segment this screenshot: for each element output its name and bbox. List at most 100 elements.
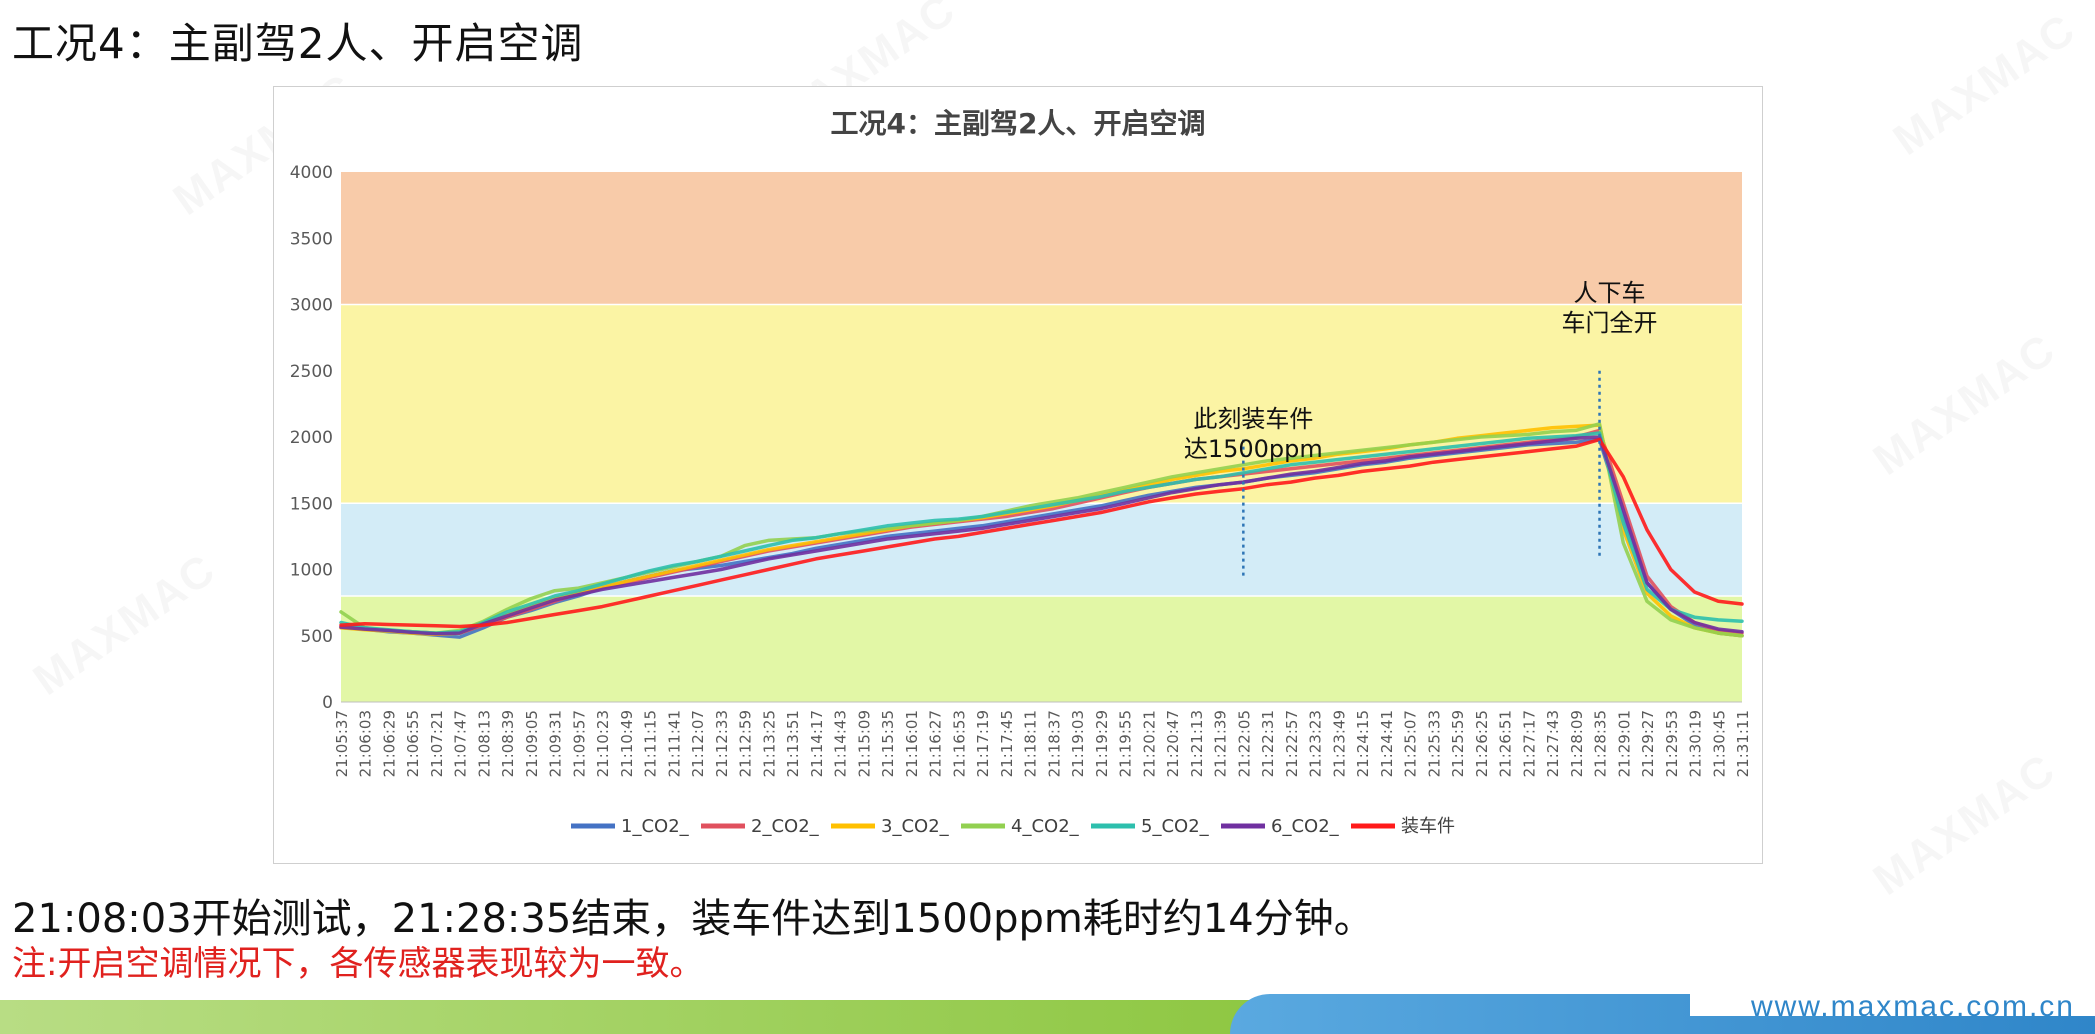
test-summary: 21:08:03开始测试，21:28:35结束，装车件达到1500ppm耗时约1… xyxy=(12,896,1374,942)
x-tick-label: 21:08:13 xyxy=(475,710,493,777)
footer-url-background xyxy=(1690,986,2095,1016)
x-tick-label: 21:25:33 xyxy=(1425,710,1443,777)
chart-title: 工况4：主副驾2人、开启空调 xyxy=(831,107,1206,140)
x-tick-label: 21:30:45 xyxy=(1710,710,1728,777)
annotation-label: 此刻装车件 xyxy=(1193,405,1313,433)
x-tick-label: 21:30:19 xyxy=(1687,710,1705,777)
x-tick-label: 21:13:25 xyxy=(760,710,778,777)
x-tick-label: 21:15:09 xyxy=(855,710,873,777)
x-tick-label: 21:29:01 xyxy=(1615,710,1633,777)
legend-label-3: 3_CO2_ xyxy=(881,816,950,837)
x-tick-label: 21:10:23 xyxy=(594,710,612,777)
series-line-7 xyxy=(339,437,1744,629)
watermark-logo: MAXMAC xyxy=(1865,744,2066,905)
watermark-logo: MAXMAC xyxy=(1885,4,2086,165)
x-tick-label: 21:09:31 xyxy=(547,710,565,777)
x-tick-label: 21:21:13 xyxy=(1188,710,1206,777)
x-tick-label: 21:23:49 xyxy=(1330,710,1348,777)
x-tick-label: 21:09:57 xyxy=(570,710,588,777)
series-line-5 xyxy=(339,431,1744,635)
annotation-label: 达1500ppm xyxy=(1184,435,1323,463)
x-tick-label: 21:31:11 xyxy=(1734,710,1752,777)
x-tick-label: 21:19:03 xyxy=(1069,710,1087,777)
x-tick-label: 21:13:51 xyxy=(784,710,802,777)
annotation-label: 人下车 xyxy=(1574,279,1646,307)
x-tick-label: 21:22:31 xyxy=(1259,710,1277,777)
x-tick-label: 21:08:39 xyxy=(499,710,517,777)
x-tick-label: 21:06:55 xyxy=(404,710,422,777)
x-tick-label: 21:18:11 xyxy=(1022,710,1040,777)
y-tick-label: 2500 xyxy=(290,362,333,382)
x-tick-label: 21:26:25 xyxy=(1473,710,1491,777)
footer-band-green xyxy=(0,1000,1330,1034)
x-tick-label: 21:06:03 xyxy=(357,710,375,777)
x-tick-label: 21:25:59 xyxy=(1449,710,1467,777)
x-tick-label: 21:19:29 xyxy=(1093,710,1111,777)
y-tick-label: 2000 xyxy=(290,428,333,448)
y-tick-label: 4000 xyxy=(290,163,333,183)
x-tick-label: 21:28:35 xyxy=(1592,710,1610,777)
x-tick-label: 21:23:23 xyxy=(1307,710,1325,777)
legend-label-7: 装车件 xyxy=(1401,816,1455,837)
x-tick-label: 21:26:51 xyxy=(1497,710,1515,777)
band-0 xyxy=(341,596,1742,702)
x-tick-label: 21:25:07 xyxy=(1402,710,1420,777)
x-tick-label: 21:10:49 xyxy=(618,710,636,777)
band-2 xyxy=(341,304,1742,504)
footer-url[interactable]: www.maxmac.com.cn xyxy=(1750,990,2075,1023)
series-line-4 xyxy=(339,422,1744,638)
x-tick-label: 21:14:43 xyxy=(832,710,850,777)
x-tick-label: 21:12:07 xyxy=(689,710,707,777)
chart-frame: 工况4：主副驾2人、开启空调 0 500 1000 1500 2000 2500 3000 3… xyxy=(273,86,1763,864)
annotation-label: 车门全开 xyxy=(1562,309,1658,337)
x-tick-label: 21:22:57 xyxy=(1283,710,1301,777)
x-tick-label: 21:16:53 xyxy=(950,710,968,777)
x-tick-label: 21:09:05 xyxy=(523,710,541,777)
x-tick-label: 21:24:15 xyxy=(1354,710,1372,777)
legend-label-1: 1_CO2_ xyxy=(621,816,690,837)
slide-title: 工况4：主副驾2人、开启空调 xyxy=(12,19,584,68)
x-tick-label: 21:16:27 xyxy=(927,710,945,777)
test-note: 注:开启空调情况下，各传感器表现较为一致。 xyxy=(12,944,704,984)
x-tick-label: 21:29:53 xyxy=(1663,710,1681,777)
y-tick-label: 1500 xyxy=(290,494,333,514)
y-tick-label: 500 xyxy=(301,627,333,647)
y-tick-label: 3500 xyxy=(290,229,333,249)
x-tick-label: 21:07:47 xyxy=(452,710,470,777)
threshold-bands xyxy=(341,172,1742,702)
y-tick-label: 3000 xyxy=(290,296,333,316)
x-tick-label: 21:27:17 xyxy=(1520,710,1538,777)
x-tick-label: 21:20:21 xyxy=(1140,710,1158,777)
legend-label-4: 4_CO2_ xyxy=(1011,816,1080,837)
x-tick-label: 21:19:55 xyxy=(1117,710,1135,777)
x-tick-label: 21:29:27 xyxy=(1639,710,1657,777)
series-line-6 xyxy=(339,435,1744,636)
chart-axes: 0 500 1000 1500 2000 2500 3000 3500 4000 21:05:37… xyxy=(290,163,1752,777)
legend-label-2: 2_CO2_ xyxy=(751,816,820,837)
x-tick-label: 21:12:33 xyxy=(713,710,731,777)
x-tick-label: 21:15:35 xyxy=(879,710,897,777)
x-tick-label: 21:22:05 xyxy=(1235,710,1253,777)
x-tick-label: 21:27:43 xyxy=(1544,710,1562,777)
x-tick-label: 21:05:37 xyxy=(333,710,351,777)
x-tick-label: 21:12:59 xyxy=(737,710,755,777)
x-tick-label: 21:24:41 xyxy=(1378,710,1396,777)
y-tick-label: 1000 xyxy=(290,561,333,581)
watermark-logo: MAXMAC xyxy=(1865,324,2066,485)
y-tick-label: 0 xyxy=(322,693,333,713)
x-tick-label: 21:11:41 xyxy=(665,710,683,777)
x-tick-label: 21:17:45 xyxy=(998,710,1016,777)
x-tick-label: 21:07:21 xyxy=(428,710,446,777)
legend-label-6: 6_CO2_ xyxy=(1271,816,1340,837)
x-tick-label: 21:16:01 xyxy=(903,710,921,777)
x-tick-label: 21:28:09 xyxy=(1568,710,1586,777)
x-tick-label: 21:20:47 xyxy=(1164,710,1182,777)
x-tick-label: 21:11:15 xyxy=(642,710,660,777)
x-tick-label: 21:06:29 xyxy=(380,710,398,777)
legend-label-5: 5_CO2_ xyxy=(1141,816,1210,837)
x-tick-label: 21:14:17 xyxy=(808,710,826,777)
chart-legend: 1_CO2_ 2_CO2_ 3_CO2_ 4_CO2_ 5_CO2_ 6_CO2_ 装车件 xyxy=(571,816,1455,837)
band-3 xyxy=(341,172,1742,305)
co2-line-chart: 工况4：主副驾2人、开启空调 0 500 1000 1500 2000 2500 3000 3… xyxy=(290,107,1752,837)
